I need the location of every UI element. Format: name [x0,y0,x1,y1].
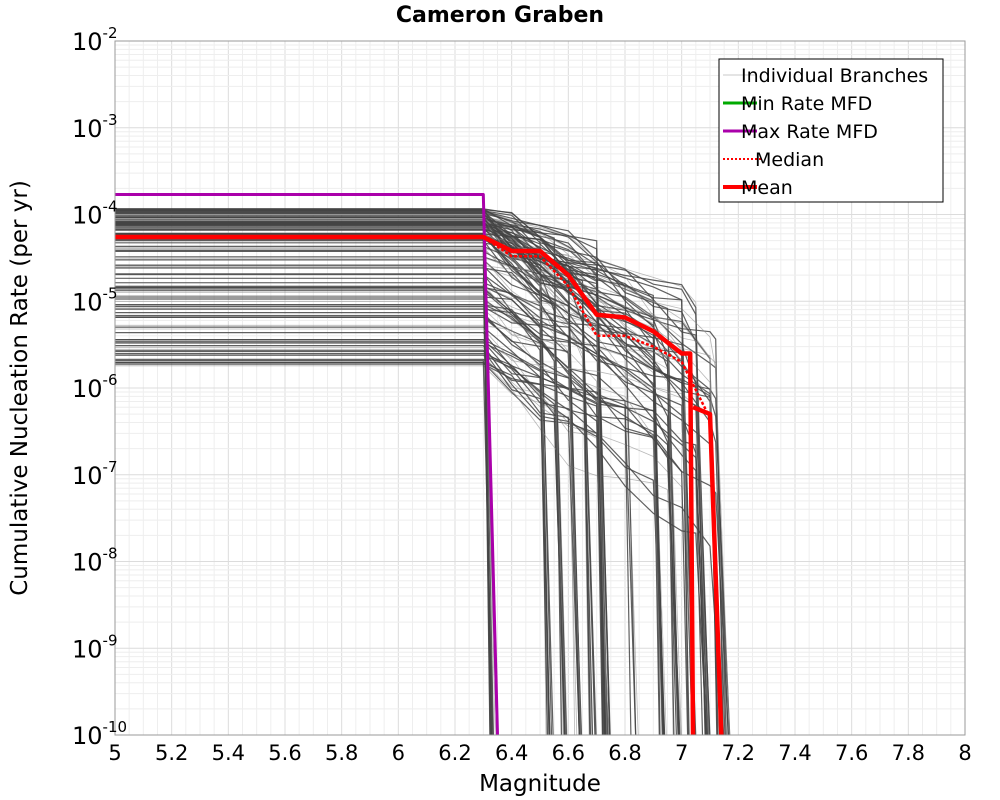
legend-label: Max Rate MFD [741,121,878,143]
x-tick-label: 6.8 [608,741,641,765]
y-tick-label: 10-5 [72,284,118,316]
branch-line [115,365,578,736]
mean-line-tail [692,405,724,736]
x-tick-label: 8 [958,741,971,765]
branch-line [115,282,660,736]
y-tick-label: 10-3 [72,111,118,143]
y-tick-label: 10-6 [72,371,118,403]
branch-line [115,350,606,736]
y-tick-label: 10-4 [72,198,118,230]
branch-line [115,265,549,736]
x-tick-label: 5.4 [212,741,245,765]
x-tick-label: 7.6 [835,741,868,765]
branch-line [115,216,706,736]
branch-line [115,286,679,736]
branch-line [115,239,568,736]
branch-line [115,239,730,736]
gridlines [114,41,966,736]
y-tick-labels: 10-2 10-3 10-4 10-5 10-6 10-7 10-8 10-9 10-10 [72,24,127,750]
x-tick-label: 6 [392,741,405,765]
x-tick-label: 5 [108,741,121,765]
branch-line [115,354,609,736]
branch-line [115,210,680,736]
branch-line [115,290,565,736]
x-tick-label: 6.2 [438,741,471,765]
x-tick-label: 5.2 [155,741,188,765]
legend: Individual Branches Min Rate MFD Max Rate … [718,58,944,203]
branch-line [115,339,632,736]
branch-line [115,354,681,736]
branch-line [115,328,694,736]
branch-line [115,339,551,736]
branch-line [115,349,708,736]
max-rate-mfd-line [115,193,499,736]
x-tick-label: 5.6 [268,741,301,765]
x-axis-label: Magnitude [479,771,601,797]
branch-line [115,306,707,736]
branch-line [115,312,664,736]
mean-line [115,234,696,736]
branch-line [115,288,548,736]
branch-line [115,358,609,736]
branch-line [115,216,728,736]
x-tick-label: 7.8 [892,741,925,765]
branch-line [115,359,494,736]
legend-label: Min Rate MFD [741,93,872,115]
branch-line [115,282,582,736]
y-tick-label: 10-10 [72,718,127,750]
y-tick-label: 10-9 [72,631,118,663]
branch-line [115,267,567,736]
branch-line [115,235,722,736]
branch-line [115,220,581,736]
branch-line [115,362,580,736]
branch-line [115,250,582,736]
legend-label: Mean [741,177,793,199]
branch-line [115,256,606,736]
branch-line [115,223,604,736]
branch-line [115,316,607,736]
branch-line [115,360,682,736]
y-tick-label: 10-2 [72,24,118,56]
branch-line [115,345,665,736]
branch-line [115,324,663,736]
x-tick-label: 6.4 [495,741,528,765]
y-axis-label: Cumulative Nucleation Rate (per yr) [7,180,33,596]
individual-branches [115,208,731,736]
chart-title: Cameron Graben [396,3,604,28]
branch-line [115,208,695,736]
legend-label: Individual Branches [741,65,928,87]
legend-label: Median [755,149,824,171]
branch-line [115,304,689,736]
y-tick-label: 10-7 [72,458,118,490]
x-tick-labels: 5 5.2 5.4 5.6 5.8 6 6.2 6.4 6.6 6.8 7 7.2 7.4 7.6 7.8 8 [108,741,971,765]
x-tick-label: 7.4 [778,741,811,765]
branch-line [115,220,724,736]
y-tick-label: 10-8 [72,545,118,577]
branch-line [115,223,604,736]
x-tick-label: 5.8 [325,741,358,765]
x-tick-label: 7.2 [722,741,755,765]
plot-frame [114,40,966,736]
branch-line [115,222,709,736]
branch-line [115,216,575,736]
branch-line [115,259,704,736]
series-lines [115,193,724,736]
branch-line [115,341,677,736]
x-tick-label: 6.6 [552,741,585,765]
x-tick-label: 7 [675,741,688,765]
